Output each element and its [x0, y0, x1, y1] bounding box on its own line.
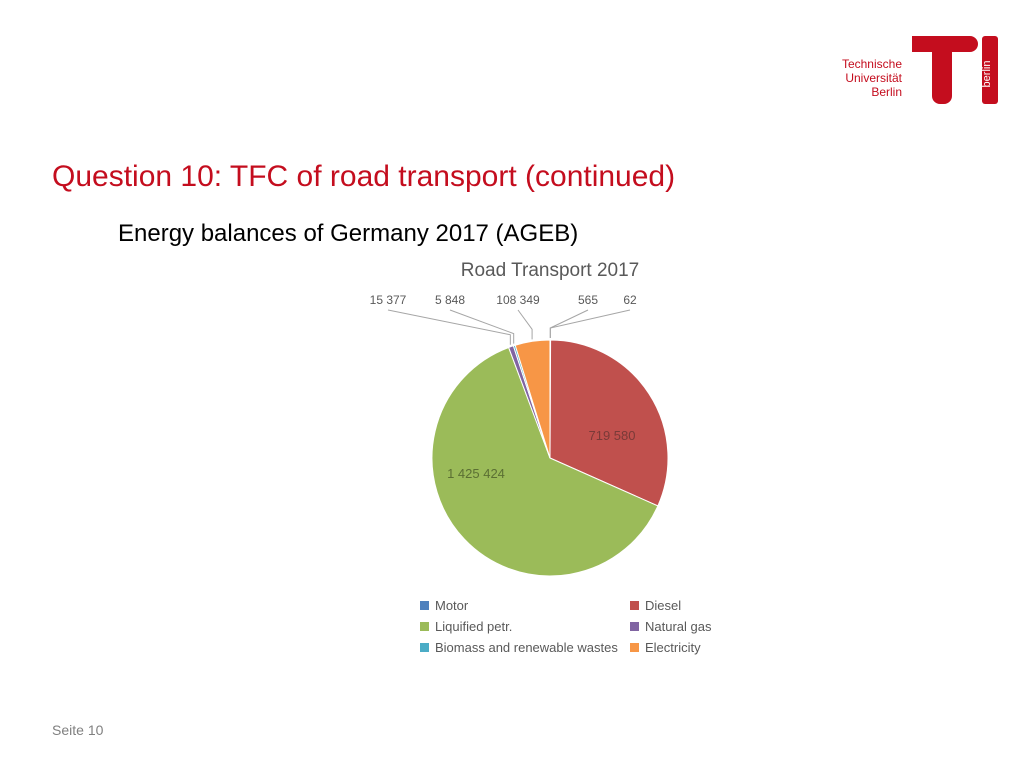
legend-label: Natural gas: [645, 619, 711, 634]
pie-svg: 719 580 1 425 424 15 377 5 848 108 349 565 62: [300, 288, 800, 588]
road-transport-chart: Road Transport 2017 719 580 1 425 424 15 3…: [300, 260, 800, 680]
legend-label: Motor: [435, 598, 468, 613]
pie-label-inside: 1 425 424: [447, 466, 505, 481]
legend-swatch: [630, 643, 639, 652]
chart-title: Road Transport 2017: [300, 260, 800, 282]
pie-callout-label: 62: [623, 293, 637, 307]
legend-swatch: [420, 601, 429, 610]
leader-line: [450, 310, 514, 344]
legend-item: Liquified petr.: [420, 619, 620, 634]
legend-item: Diesel: [630, 598, 790, 613]
legend-label: Electricity: [645, 640, 701, 655]
logo-mark: berlin: [912, 36, 998, 104]
pie-label-inside: 719 580: [589, 428, 636, 443]
pie-callout-label: 15 377: [370, 293, 407, 307]
legend-label: Biomass and renewable wastes: [435, 640, 618, 655]
leader-line: [518, 310, 532, 339]
pie-slice-other: [550, 340, 551, 458]
legend-item: Biomass and renewable wastes: [420, 640, 620, 655]
tu-berlin-logo: Technische Universität Berlin berlin: [824, 28, 1004, 108]
legend-swatch: [420, 622, 429, 631]
pie-callout-label: 5 848: [435, 293, 465, 307]
pie-callout-label: 108 349: [496, 293, 540, 307]
chart-legend: Motor Diesel Liquified petr. Natural gas Bio…: [420, 598, 800, 655]
slide-title: Question 10: TFC of road transport (cont…: [52, 160, 675, 194]
legend-swatch: [630, 622, 639, 631]
legend-item: Electricity: [630, 640, 790, 655]
page-number: Seite 10: [52, 722, 103, 738]
footer-page: 10: [88, 722, 104, 738]
slide-subtitle: Energy balances of Germany 2017 (AGEB): [118, 220, 578, 248]
legend-label: Diesel: [645, 598, 681, 613]
legend-swatch: [630, 601, 639, 610]
footer-prefix: Seite: [52, 722, 88, 738]
logo-text-line2: Universität: [845, 71, 902, 85]
legend-swatch: [420, 643, 429, 652]
pie-callout-label: 565: [578, 293, 598, 307]
legend-item: Motor: [420, 598, 620, 613]
legend-label: Liquified petr.: [435, 619, 512, 634]
leader-line: [388, 310, 510, 345]
legend-item: Natural gas: [630, 619, 790, 634]
logo-text-line3: Berlin: [871, 85, 902, 99]
leader-line: [550, 310, 630, 338]
logo-badge-text: berlin: [981, 61, 993, 88]
logo-text-line1: Technische: [842, 57, 902, 71]
